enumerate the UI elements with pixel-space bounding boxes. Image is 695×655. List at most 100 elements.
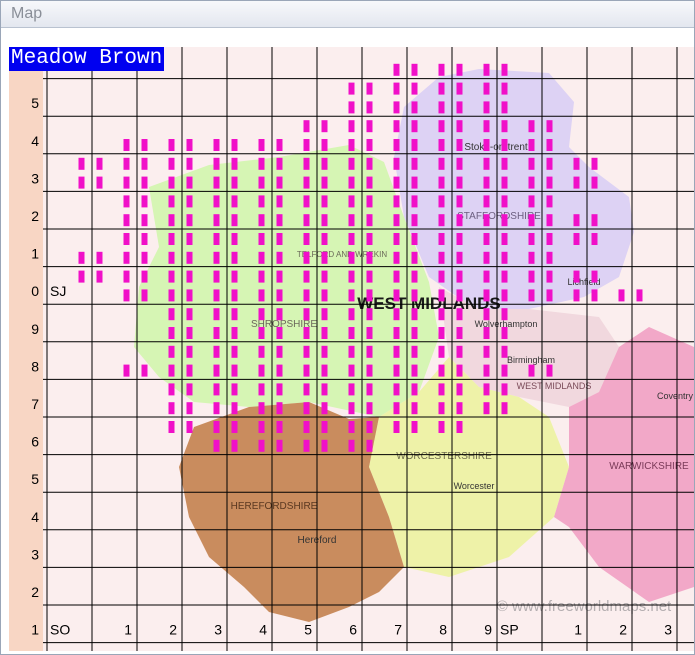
record-marker — [348, 308, 355, 321]
record-marker — [483, 82, 490, 95]
record-marker — [231, 327, 238, 339]
record-marker — [411, 421, 418, 433]
record-marker — [96, 176, 103, 189]
record-marker — [141, 195, 148, 208]
record-marker — [123, 289, 130, 302]
record-marker — [573, 289, 580, 302]
record-marker — [456, 101, 463, 114]
record-marker — [348, 289, 355, 302]
record-marker — [573, 270, 580, 283]
record-marker — [213, 195, 220, 208]
record-marker — [366, 289, 373, 302]
label-staffordshire: STAFFORDSHIRE — [457, 211, 541, 222]
record-marker — [168, 345, 175, 358]
record-marker — [321, 120, 328, 133]
record-marker — [366, 402, 373, 415]
record-marker — [591, 214, 598, 227]
record-marker — [168, 289, 175, 302]
record-marker — [303, 402, 310, 415]
record-marker — [231, 195, 238, 208]
distribution-map[interactable]: WEST MIDLANDS SHROPSHIRE STAFFORDSHIRE HERE… — [9, 47, 694, 651]
record-marker — [528, 364, 535, 377]
record-marker — [411, 289, 418, 302]
record-marker — [231, 233, 238, 245]
record-marker — [168, 402, 175, 415]
record-marker — [591, 270, 598, 283]
record-marker — [456, 327, 463, 339]
column-label: 1 — [124, 622, 132, 638]
row-label: 3 — [31, 170, 39, 186]
window-title: Map — [11, 5, 43, 22]
map-canvas[interactable]: WEST MIDLANDS SHROPSHIRE STAFFORDSHIRE HERE… — [9, 47, 694, 651]
record-marker — [546, 120, 553, 133]
record-marker — [348, 82, 355, 95]
record-marker — [123, 214, 130, 227]
label-wolverhampton: Wolverhampton — [475, 319, 538, 329]
record-marker — [438, 289, 445, 302]
record-marker — [186, 327, 193, 339]
record-marker — [393, 139, 400, 151]
record-marker — [168, 364, 175, 377]
record-marker — [213, 327, 220, 339]
record-marker — [456, 233, 463, 245]
record-marker — [303, 270, 310, 283]
record-marker — [348, 364, 355, 377]
grid-axis: 6543210987654321SJSOSP123456789123 — [9, 47, 672, 651]
record-marker — [276, 233, 283, 245]
zone-label-sp: SP — [500, 622, 519, 638]
record-marker — [231, 364, 238, 377]
record-marker — [141, 289, 148, 302]
record-marker — [546, 139, 553, 151]
record-marker — [546, 251, 553, 264]
row-label: 3 — [31, 546, 39, 562]
record-marker — [438, 345, 445, 358]
record-marker — [276, 157, 283, 170]
column-label: 2 — [169, 622, 177, 638]
record-marker — [501, 233, 508, 245]
record-marker — [438, 176, 445, 189]
record-marker — [303, 439, 310, 452]
record-marker — [393, 402, 400, 415]
record-marker — [96, 270, 103, 283]
record-marker — [303, 157, 310, 170]
record-marker — [78, 176, 85, 189]
record-marker — [348, 139, 355, 151]
column-label: 4 — [259, 622, 267, 638]
record-marker — [303, 289, 310, 302]
record-marker — [366, 139, 373, 151]
record-marker — [483, 63, 490, 76]
record-marker — [186, 233, 193, 245]
record-marker — [186, 364, 193, 377]
record-marker — [483, 214, 490, 227]
record-marker — [321, 345, 328, 358]
record-marker — [591, 233, 598, 245]
record-marker — [411, 327, 418, 339]
record-marker — [231, 421, 238, 433]
record-marker — [528, 289, 535, 302]
worcestershire-region — [369, 357, 569, 577]
record-marker — [321, 289, 328, 302]
column-label: 2 — [619, 622, 627, 638]
record-marker — [123, 364, 130, 377]
record-marker — [393, 176, 400, 189]
record-marker — [483, 289, 490, 302]
record-marker — [303, 383, 310, 396]
record-marker — [186, 289, 193, 302]
label-west_midlands_county: WEST MIDLANDS — [517, 381, 592, 391]
record-marker — [276, 439, 283, 452]
record-marker — [501, 214, 508, 227]
record-marker — [321, 214, 328, 227]
record-marker — [546, 233, 553, 245]
record-marker — [456, 383, 463, 396]
record-marker — [528, 270, 535, 283]
record-marker — [366, 308, 373, 321]
row-label: 1 — [31, 246, 39, 262]
record-marker — [96, 157, 103, 170]
record-marker — [483, 139, 490, 151]
record-marker — [393, 327, 400, 339]
record-marker — [546, 364, 553, 377]
label-watermark: © www.freeworldmaps.net — [497, 598, 672, 615]
record-marker — [186, 251, 193, 264]
map-labels: WEST MIDLANDS SHROPSHIRE STAFFORDSHIRE HERE… — [231, 142, 694, 615]
column-label: 3 — [214, 622, 222, 638]
